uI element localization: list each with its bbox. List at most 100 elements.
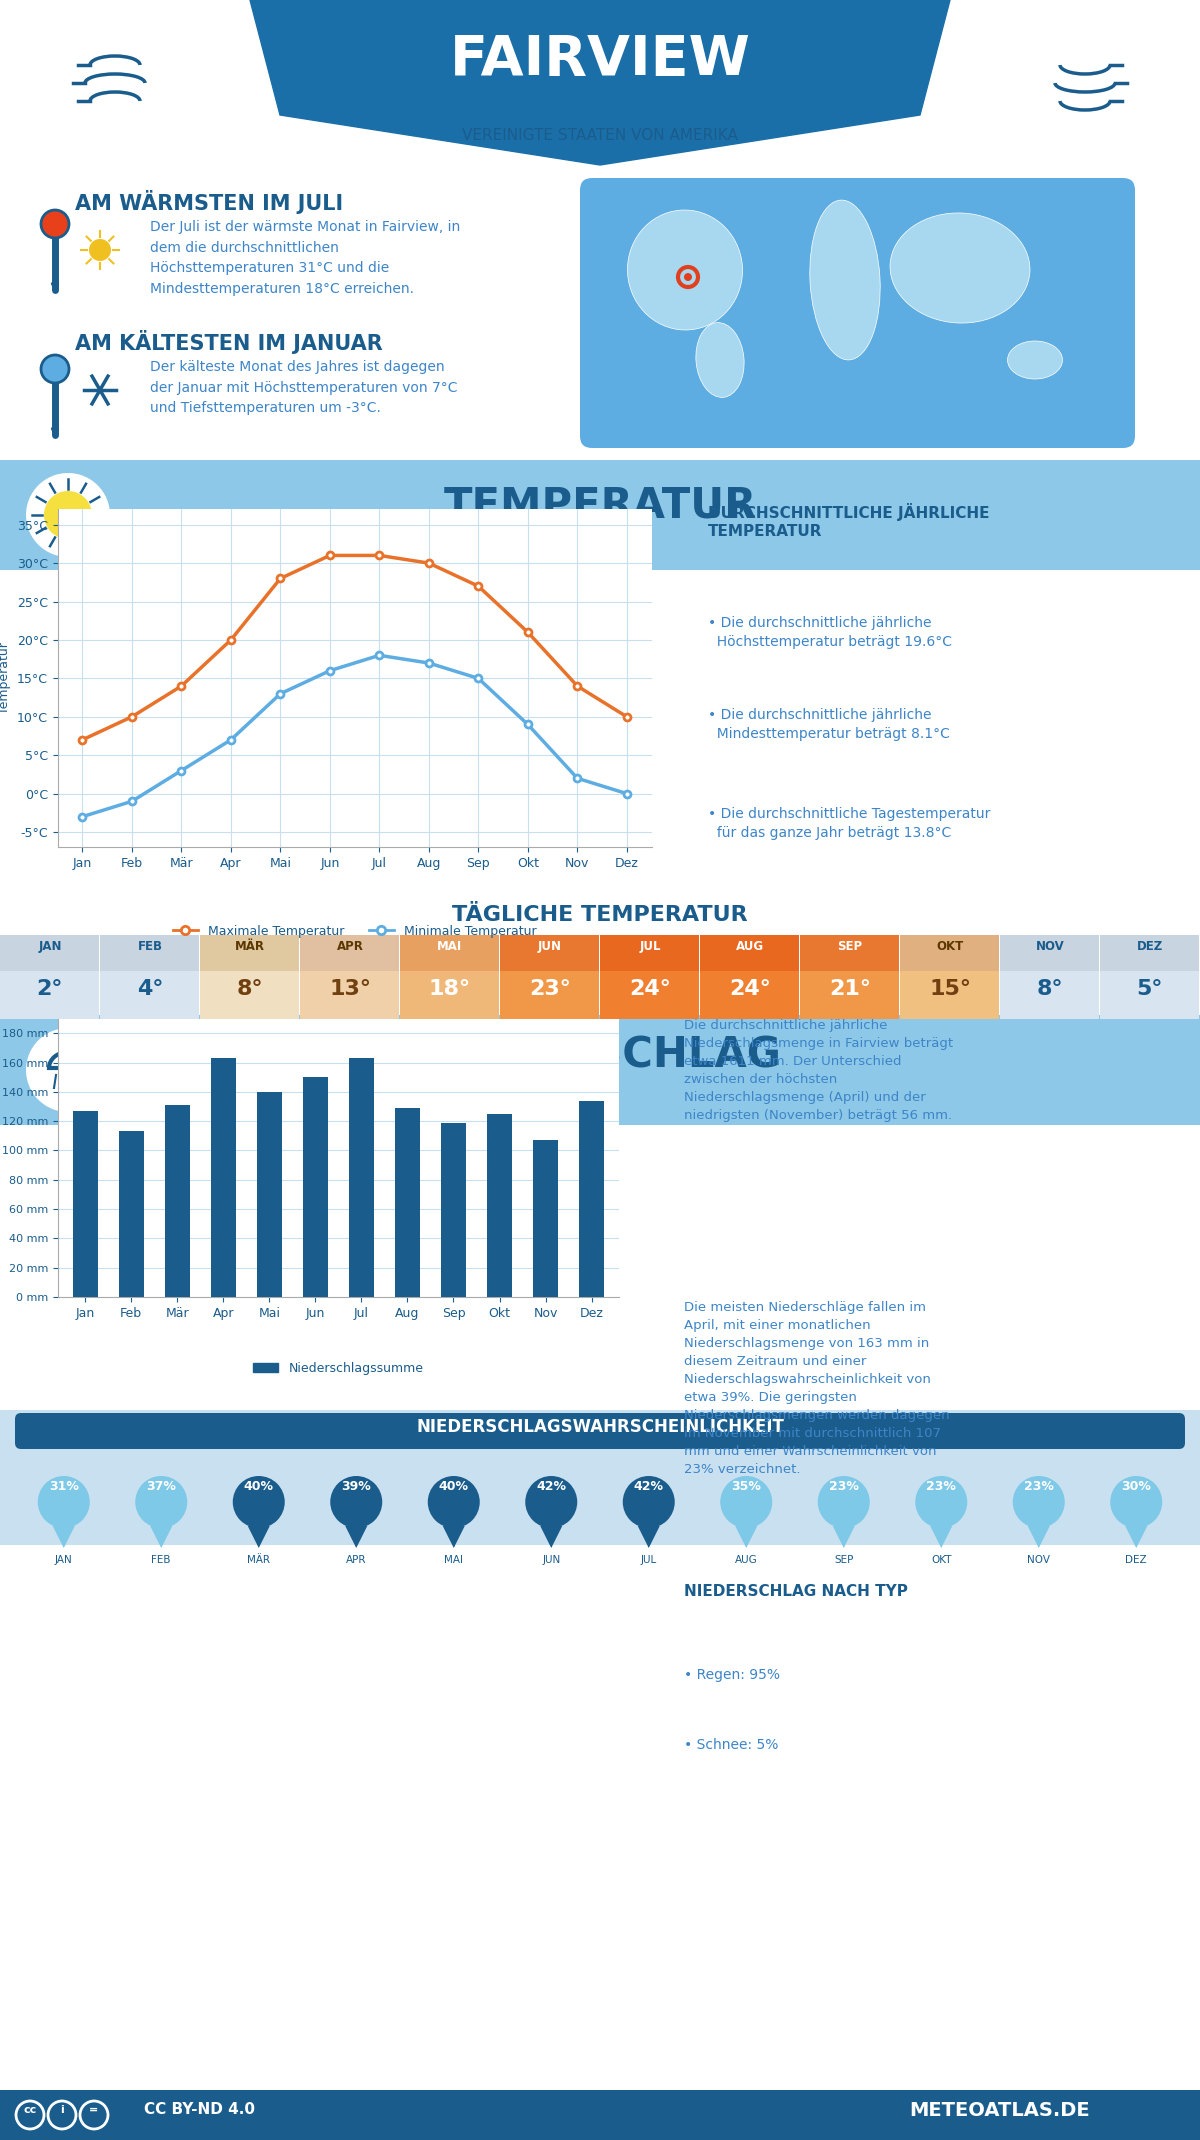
Circle shape — [26, 473, 110, 556]
Text: SEP: SEP — [834, 1556, 853, 1564]
Text: JUN: JUN — [542, 1556, 560, 1564]
Bar — [200, 972, 299, 1019]
Text: OKT: OKT — [931, 1556, 952, 1564]
Text: CC BY-ND 4.0: CC BY-ND 4.0 — [144, 2101, 256, 2116]
Bar — [119, 1132, 144, 1297]
Text: • Regen: 95%: • Regen: 95% — [684, 1669, 780, 1682]
Circle shape — [26, 1027, 110, 1113]
Bar — [0, 165, 1200, 460]
Bar — [1000, 935, 1099, 972]
Text: — 82° 23' 49'' W: — 82° 23' 49'' W — [1183, 250, 1193, 330]
Text: 8°: 8° — [1037, 978, 1063, 999]
Bar — [1000, 972, 1099, 1019]
Text: 30%: 30% — [1121, 1481, 1151, 1494]
Text: APR: APR — [346, 1556, 366, 1564]
Bar — [0, 2091, 1200, 2140]
Bar — [0, 935, 98, 972]
Text: NIEDERSCHLAG: NIEDERSCHLAG — [419, 1034, 781, 1076]
Bar — [395, 1109, 420, 1297]
Text: Der Juli ist der wärmste Monat in Fairview, in
dem die durchschnittlichen
Höchst: Der Juli ist der wärmste Monat in Fairvi… — [150, 220, 461, 295]
Text: NOV: NOV — [1027, 1556, 1050, 1564]
Text: 31%: 31% — [49, 1481, 79, 1494]
Bar — [900, 935, 998, 972]
Ellipse shape — [810, 199, 881, 360]
Circle shape — [41, 355, 70, 383]
Bar — [300, 972, 398, 1019]
Text: DEZ: DEZ — [1136, 939, 1163, 952]
Text: NORTH CAROLINA: NORTH CAROLINA — [1160, 242, 1170, 319]
Bar — [100, 935, 199, 972]
Bar — [0, 569, 1200, 890]
Bar — [211, 1057, 236, 1297]
Text: 37%: 37% — [146, 1481, 176, 1494]
Circle shape — [720, 1477, 773, 1528]
Circle shape — [526, 1477, 577, 1528]
Text: SEP: SEP — [838, 939, 863, 952]
Text: 23°: 23° — [529, 978, 571, 999]
Circle shape — [44, 490, 92, 539]
Text: 2°: 2° — [37, 978, 64, 999]
Text: 40%: 40% — [244, 1481, 274, 1494]
Text: TÄGLICHE TEMPERATUR: TÄGLICHE TEMPERATUR — [452, 905, 748, 924]
Bar — [302, 1076, 328, 1297]
Circle shape — [1013, 1477, 1064, 1528]
Polygon shape — [736, 1526, 757, 1547]
Bar — [0, 1410, 1200, 1545]
Text: FEB: FEB — [138, 939, 162, 952]
Bar — [600, 972, 698, 1019]
Text: MÄR: MÄR — [247, 1556, 270, 1564]
Bar — [440, 1124, 466, 1297]
Text: 15°: 15° — [929, 978, 971, 999]
Bar — [100, 972, 199, 1019]
Text: 39%: 39% — [341, 1481, 371, 1494]
Circle shape — [136, 1477, 187, 1528]
Bar — [200, 935, 299, 972]
Text: MAI: MAI — [444, 1556, 463, 1564]
Bar — [1100, 935, 1199, 972]
Bar — [533, 1141, 558, 1297]
Text: 18°: 18° — [428, 978, 472, 999]
Y-axis label: Temperatur: Temperatur — [0, 642, 11, 715]
Text: 23%: 23% — [1024, 1481, 1054, 1494]
Text: AM KÄLTESTEN IM JANUAR: AM KÄLTESTEN IM JANUAR — [74, 330, 383, 353]
Text: VEREINIGTE STAATEN VON AMERIKA: VEREINIGTE STAATEN VON AMERIKA — [462, 128, 738, 143]
FancyBboxPatch shape — [580, 178, 1135, 447]
Text: JUN: JUN — [538, 939, 562, 952]
Polygon shape — [346, 1526, 367, 1547]
Text: FEB: FEB — [151, 1556, 172, 1564]
Circle shape — [233, 1477, 284, 1528]
Text: DURCHSCHNITTLICHE JÄHRLICHE
TEMPERATUR: DURCHSCHNITTLICHE JÄHRLICHE TEMPERATUR — [708, 503, 990, 539]
Bar — [0, 1126, 1200, 1410]
Ellipse shape — [890, 214, 1030, 323]
Circle shape — [427, 1477, 480, 1528]
Text: NIEDERSCHLAG NACH TYP: NIEDERSCHLAG NACH TYP — [684, 1584, 908, 1599]
Bar — [0, 460, 1200, 569]
Text: 35%: 35% — [731, 1481, 761, 1494]
Bar — [800, 935, 899, 972]
Text: MAI: MAI — [437, 939, 463, 952]
Polygon shape — [540, 1526, 563, 1547]
Bar — [0, 1014, 1200, 1126]
Ellipse shape — [628, 210, 743, 330]
Text: NIEDERSCHLAGSWAHRSCHEINLICHKEIT: NIEDERSCHLAGSWAHRSCHEINLICHKEIT — [416, 1419, 784, 1436]
Text: AM WÄRMSTEN IM JULI: AM WÄRMSTEN IM JULI — [74, 190, 343, 214]
Bar — [257, 1091, 282, 1297]
Bar — [0, 0, 1200, 165]
Bar — [400, 935, 499, 972]
Polygon shape — [53, 1526, 74, 1547]
Text: • Die durchschnittliche jährliche
  Höchsttemperatur beträgt 19.6°C: • Die durchschnittliche jährliche Höchst… — [708, 616, 952, 648]
Bar — [700, 935, 799, 972]
Text: 23%: 23% — [829, 1481, 859, 1494]
Polygon shape — [247, 1526, 270, 1547]
Text: AUG: AUG — [734, 1556, 757, 1564]
Text: 24°: 24° — [629, 978, 671, 999]
Bar — [400, 972, 499, 1019]
Bar — [800, 972, 899, 1019]
Bar — [72, 1111, 98, 1297]
Text: JUL: JUL — [640, 939, 661, 952]
Text: 4°: 4° — [137, 978, 163, 999]
Text: 35° 30' 53'' N: 35° 30' 53'' N — [1174, 227, 1183, 293]
Bar — [900, 972, 998, 1019]
Text: TEMPERATUR: TEMPERATUR — [443, 484, 757, 526]
Text: 40%: 40% — [439, 1481, 469, 1494]
